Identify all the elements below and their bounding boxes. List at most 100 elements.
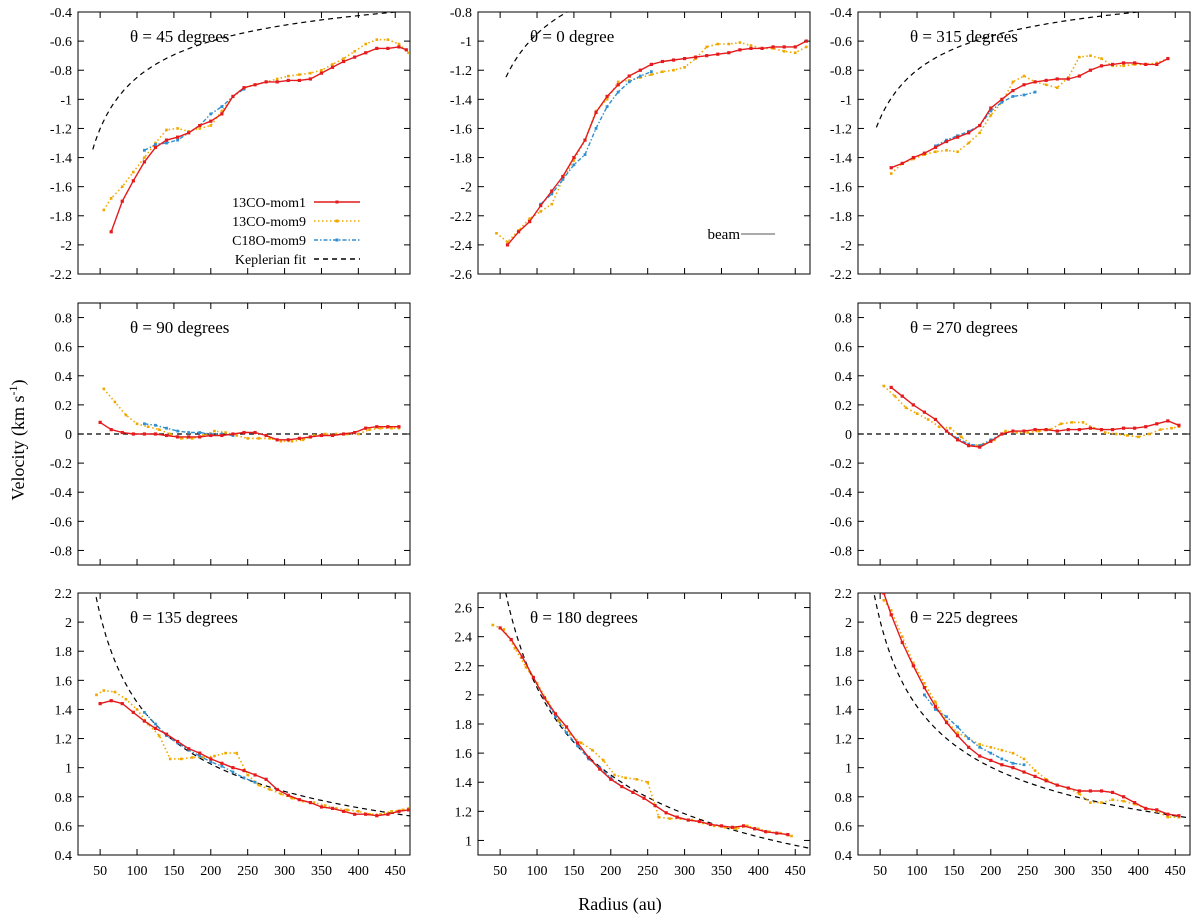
data-point-13co-mom9 — [550, 202, 554, 206]
data-point-13co-mom9 — [95, 693, 98, 697]
series-line-13co-mom1 — [890, 386, 1180, 448]
data-point-13co-mom9 — [357, 810, 360, 813]
data-point-13co-mom9 — [209, 124, 213, 127]
data-point-13co-mom9 — [926, 418, 930, 421]
data-point-c18o-mom9 — [554, 715, 557, 719]
data-point-13co-mom1 — [671, 58, 676, 62]
data-point-13co-mom1 — [1011, 429, 1015, 433]
data-point-13co-mom9 — [301, 438, 305, 442]
data-point-13co-mom1 — [694, 55, 698, 59]
data-point-13co-mom9 — [616, 80, 620, 84]
y-tick-label: -0.4 — [830, 486, 852, 501]
series-line-13co-mom9 — [492, 624, 792, 837]
data-point-13co-mom1 — [242, 86, 246, 90]
data-point-13co-mom9 — [1100, 57, 1103, 60]
data-point-13co-mom9 — [1059, 422, 1063, 426]
y-tick-label: 2.6 — [455, 602, 473, 617]
data-point-13co-mom1 — [956, 135, 960, 139]
data-point-13co-mom1 — [922, 151, 926, 155]
data-point-13co-mom1 — [198, 751, 202, 755]
plot-frame — [857, 11, 1191, 275]
data-point-13co-mom1 — [253, 773, 257, 777]
data-point-13co-mom1 — [164, 138, 169, 142]
data-point-13co-mom9 — [390, 426, 393, 430]
data-point-13co-mom1 — [375, 46, 379, 50]
data-point-13co-mom9 — [904, 406, 908, 410]
data-point-13co-mom1 — [364, 51, 368, 55]
data-point-13co-mom1 — [967, 131, 971, 135]
data-point-13co-mom1 — [142, 432, 146, 436]
data-point-13co-mom1 — [319, 433, 324, 438]
y-tick-label: 1.2 — [55, 733, 73, 748]
data-point-13co-mom9 — [716, 42, 720, 46]
x-tick-label: 100 — [527, 864, 548, 879]
data-point-13co-mom1 — [922, 686, 926, 690]
data-point-13co-mom9 — [989, 114, 993, 117]
data-point-13co-mom9 — [1011, 751, 1015, 755]
data-point-c18o-mom9 — [594, 127, 598, 130]
data-point-13co-mom1 — [631, 790, 635, 795]
data-point-c18o-mom9 — [1022, 93, 1026, 97]
data-point-c18o-mom9 — [176, 138, 179, 142]
y-tick-label: 0.4 — [835, 849, 853, 864]
data-point-13co-mom1 — [967, 444, 971, 448]
series-line-13co-mom1 — [890, 57, 1169, 169]
data-point-13co-mom9 — [298, 73, 301, 76]
data-point-13co-mom1 — [742, 824, 746, 828]
series-line-13co-mom9 — [890, 54, 1169, 175]
data-point-13co-mom1 — [297, 798, 301, 802]
y-tick-label: 2.2 — [455, 660, 473, 675]
data-point-13co-mom1 — [1110, 790, 1115, 795]
data-point-13co-mom9 — [202, 434, 205, 437]
data-point-13co-mom9 — [1055, 86, 1059, 89]
data-point-13co-mom1 — [353, 430, 357, 435]
series-line-13co-mom1 — [499, 627, 788, 836]
data-point-13co-mom1 — [749, 46, 753, 50]
plot-area — [491, 593, 810, 849]
data-point-13co-mom1 — [264, 777, 268, 781]
data-point-13co-mom9 — [502, 628, 506, 631]
data-point-13co-mom1 — [727, 51, 731, 55]
data-point-13co-mom1 — [253, 430, 257, 435]
x-tick-label: 50 — [873, 864, 887, 879]
data-point-13co-mom9 — [268, 788, 272, 791]
data-point-13co-mom1 — [242, 430, 246, 435]
y-tick-label: -1.4 — [50, 152, 72, 167]
data-point-13co-mom1 — [98, 702, 102, 706]
series-line-13co-mom1 — [99, 700, 409, 817]
y-tick-label: 2 — [465, 689, 472, 704]
data-point-13co-mom1 — [353, 812, 357, 816]
data-point-13co-mom1 — [364, 812, 368, 816]
y-tick-label: -0.6 — [50, 35, 72, 50]
data-point-13co-mom1 — [342, 432, 346, 436]
plot-area — [875, 12, 1170, 175]
data-point-13co-mom1 — [187, 435, 191, 439]
data-point-13co-mom1 — [286, 793, 290, 797]
data-point-13co-mom1 — [620, 784, 624, 789]
data-point-13co-mom9 — [572, 159, 576, 162]
data-point-c18o-mom9 — [220, 105, 224, 109]
data-point-c18o-mom9 — [956, 725, 959, 729]
data-point-13co-mom1 — [1000, 432, 1004, 436]
data-point-13co-mom9 — [956, 731, 959, 735]
data-point-13co-mom9 — [1033, 769, 1037, 772]
data-point-13co-mom1 — [120, 199, 124, 203]
data-point-13co-mom9 — [624, 776, 627, 780]
data-point-13co-mom9 — [357, 432, 360, 436]
data-point-13co-mom1 — [956, 734, 960, 738]
data-point-13co-mom1 — [760, 46, 764, 50]
data-point-13co-mom9 — [353, 50, 356, 53]
data-point-13co-mom1 — [109, 428, 113, 432]
series-line-13co-mom1 — [506, 40, 807, 246]
data-point-c18o-mom9 — [220, 764, 224, 768]
data-point-13co-mom9 — [342, 57, 345, 60]
data-point-13co-mom9 — [1037, 429, 1041, 433]
data-point-13co-mom1 — [397, 425, 401, 429]
data-point-13co-mom1 — [576, 741, 580, 745]
data-point-13co-mom1 — [1011, 89, 1015, 93]
series-line-13co-mom1 — [99, 421, 399, 441]
data-point-13co-mom1 — [771, 45, 775, 49]
panel-theta-270-degrees: -0.8 -0.6 -0.4 -0.2 0 0.2 0.4 0.6 0.8 θ = 270 deg… — [830, 302, 1191, 566]
series-line-c18o-mom9 — [935, 91, 1036, 147]
data-point-13co-mom9 — [1137, 435, 1140, 439]
